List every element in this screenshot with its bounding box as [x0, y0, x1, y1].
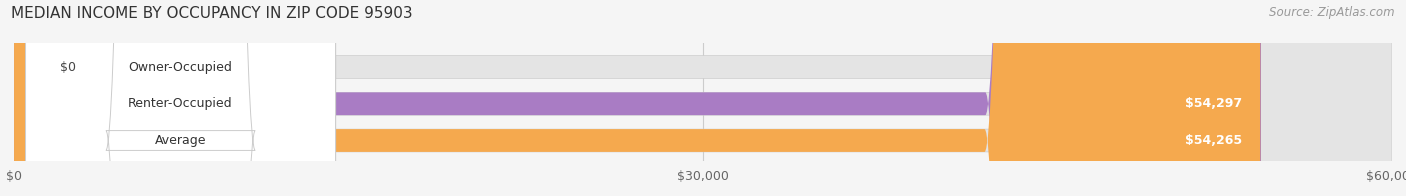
FancyBboxPatch shape: [0, 0, 290, 196]
Text: Source: ZipAtlas.com: Source: ZipAtlas.com: [1270, 6, 1395, 19]
FancyBboxPatch shape: [25, 0, 336, 196]
FancyBboxPatch shape: [14, 0, 1261, 196]
Text: Renter-Occupied: Renter-Occupied: [128, 97, 233, 110]
Text: MEDIAN INCOME BY OCCUPANCY IN ZIP CODE 95903: MEDIAN INCOME BY OCCUPANCY IN ZIP CODE 9…: [11, 6, 413, 21]
FancyBboxPatch shape: [14, 0, 1260, 196]
Text: Owner-Occupied: Owner-Occupied: [128, 61, 232, 74]
Text: $54,297: $54,297: [1185, 97, 1243, 110]
Text: $0: $0: [60, 61, 76, 74]
FancyBboxPatch shape: [14, 0, 1392, 196]
Text: Average: Average: [155, 134, 207, 147]
FancyBboxPatch shape: [25, 0, 336, 196]
FancyBboxPatch shape: [14, 0, 1392, 196]
FancyBboxPatch shape: [25, 0, 336, 196]
FancyBboxPatch shape: [14, 0, 1392, 196]
Text: $54,265: $54,265: [1185, 134, 1241, 147]
